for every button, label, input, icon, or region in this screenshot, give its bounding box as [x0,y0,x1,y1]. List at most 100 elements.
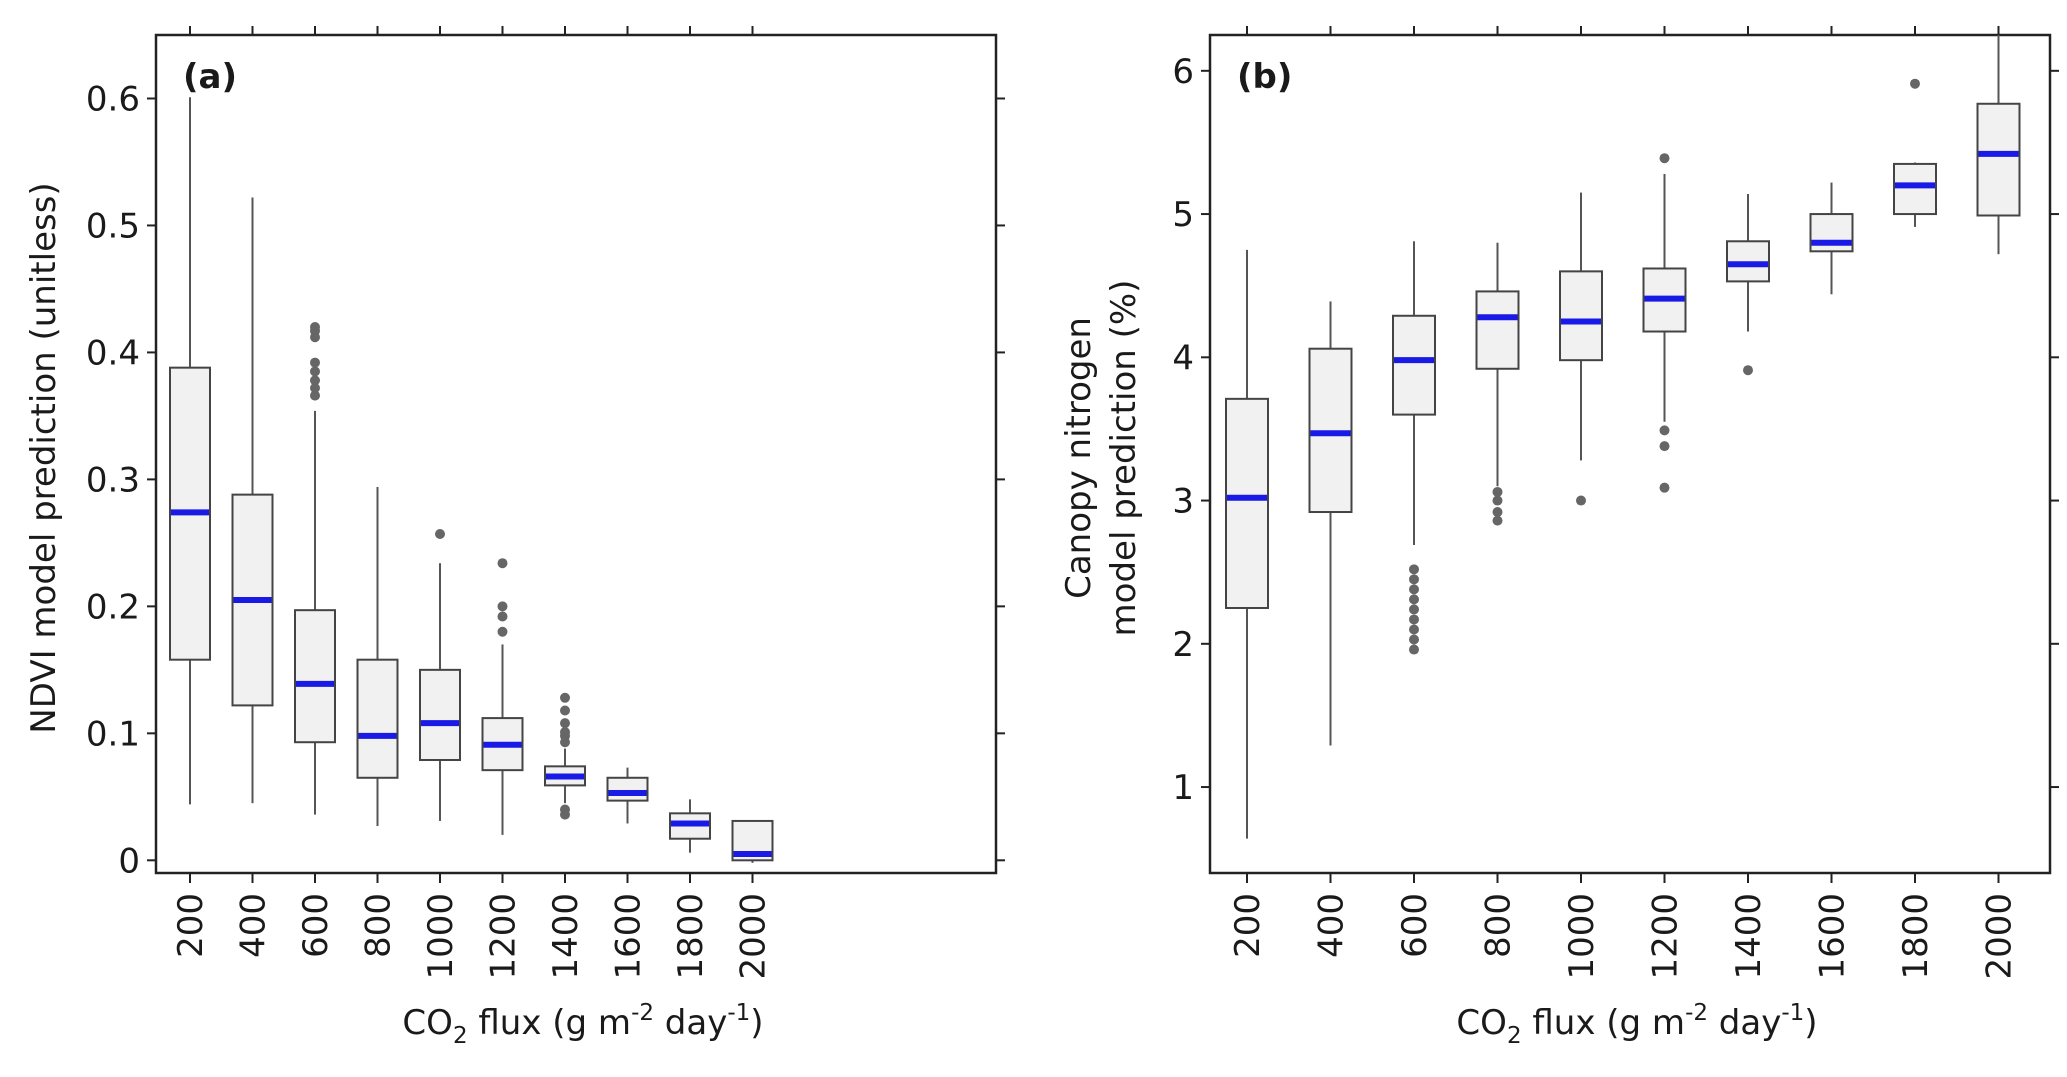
box-2000 [731,819,774,863]
x-tick-label: 1600 [609,893,649,980]
box-400 [1308,301,1353,746]
outlier-point [435,528,445,539]
y-tick-label: 4 [1172,338,1194,378]
box-1400 [1726,194,1770,376]
outlier-point [1659,425,1670,436]
x-tick-label: 1000 [1562,893,1602,980]
box-400 [231,197,274,804]
outlier-point [1492,495,1503,506]
box-1200 [481,558,524,835]
outlier-point [560,804,570,815]
outlier-point [497,601,508,612]
y-tick-label: 0.5 [86,206,140,246]
box-2000 [1976,35,2021,255]
box-1000 [419,528,461,821]
iqr-box [1893,162,1937,216]
y-tick-label: 0.1 [86,714,140,754]
outlier-point [1409,614,1419,625]
box-600 [1392,241,1436,655]
panel-a-plot-frame [154,33,998,875]
iqr-box [1475,290,1520,370]
outlier-point [560,705,570,716]
x-tick-label: 800 [1479,893,1519,958]
x-tick-label: 1800 [1896,893,1936,980]
x-tick-label: 400 [234,893,274,958]
y-tick-label: 6 [1172,52,1194,92]
outlier-point [560,718,570,729]
panel-b-y-axis-title-line2: model prediction (%) [1104,280,1144,637]
x-tick-label: 200 [171,893,211,958]
panel-b-plot-frame [1208,33,2052,875]
outlier-point [1409,604,1419,615]
iqr-box [1392,314,1436,416]
outlier-point [1409,634,1419,645]
y-tick-label: 0 [118,841,140,881]
outlier-point [1409,574,1419,585]
outlier-point [497,626,508,637]
iqr-box [1559,270,1603,362]
outlier-point [1659,482,1670,493]
panel-a: (a) 0 0.1 0.2 0.3 0.4 0.5 0.6 200 400 600 800 1000… [24,26,1005,1049]
outlier-point [1492,486,1503,497]
x-tick-label: 2000 [734,893,774,980]
box-1800 [669,799,711,853]
y-tick-label: 2 [1172,625,1194,665]
iqr-box [1225,397,1269,609]
outlier-point [1659,153,1670,164]
panel-b-y-axis-title-line1: Canopy nitrogen [1059,317,1099,599]
x-tick-label: 2000 [1980,893,2020,980]
box-800 [356,487,399,827]
x-tick-label: 1400 [546,893,586,980]
x-tick-label: 1200 [1646,893,1686,980]
y-tick-label: 3 [1172,482,1194,522]
box-1600 [606,767,649,824]
outlier-point [1409,594,1419,605]
x-tick-label: 1400 [1729,893,1769,980]
panel-b-boxes [1225,35,2021,839]
panel-b-x-axis-title: CO2 flux (g m-2 day-1) [1456,1000,1817,1049]
x-tick-label: 200 [1228,893,1268,958]
panel-b-x-axis: 200 400 600 800 1000 1200 1400 1600 1800 2000 [1228,26,2020,980]
x-tick-label: 600 [1395,893,1435,958]
y-tick-label: 1 [1172,768,1194,808]
y-tick-label: 5 [1172,195,1194,235]
iqr-box [356,658,399,779]
iqr-box [1976,102,2021,217]
box-1800 [1893,78,1937,227]
iqr-box [606,776,649,802]
outlier-point [310,375,320,386]
outlier-point [560,692,570,703]
outlier-point [1492,507,1503,518]
outlier-point [1409,584,1419,595]
box-1400 [544,692,586,820]
box-1600 [1809,182,1854,295]
outlier-point [560,727,570,738]
outlier-point [310,322,320,333]
iqr-box [419,668,461,761]
outlier-point [1409,644,1419,655]
box-200 [1225,249,1269,839]
panel-b: (b) 1 2 3 4 5 6 200 400 600 800 1000 1200 1400 1600 1… [1059,26,2059,1049]
outlier-point [1910,78,1920,89]
box-1200 [1642,153,1687,493]
outlier-point [310,366,320,377]
outlier-point [310,357,320,368]
y-tick-label: 0.3 [86,460,140,500]
box-1000 [1559,192,1603,506]
outlier-point [1743,365,1753,376]
outlier-point [497,611,508,622]
y-tick-label: 0.4 [86,333,140,373]
panel-a-label: (a) [183,57,237,97]
panel-b-label: (b) [1237,57,1292,97]
x-tick-label: 800 [359,893,399,958]
outlier-point [310,390,320,401]
x-tick-label: 1800 [671,893,711,980]
panel-b-y-axis: 1 2 3 4 5 6 [1172,52,2059,808]
box-200 [169,97,211,805]
y-tick-label: 0.2 [86,587,140,627]
outlier-point [1492,515,1503,526]
panel-a-boxes [169,97,774,863]
panel-a-x-axis-title: CO2 flux (g m-2 day-1) [402,1000,763,1049]
x-tick-label: 600 [296,893,336,958]
